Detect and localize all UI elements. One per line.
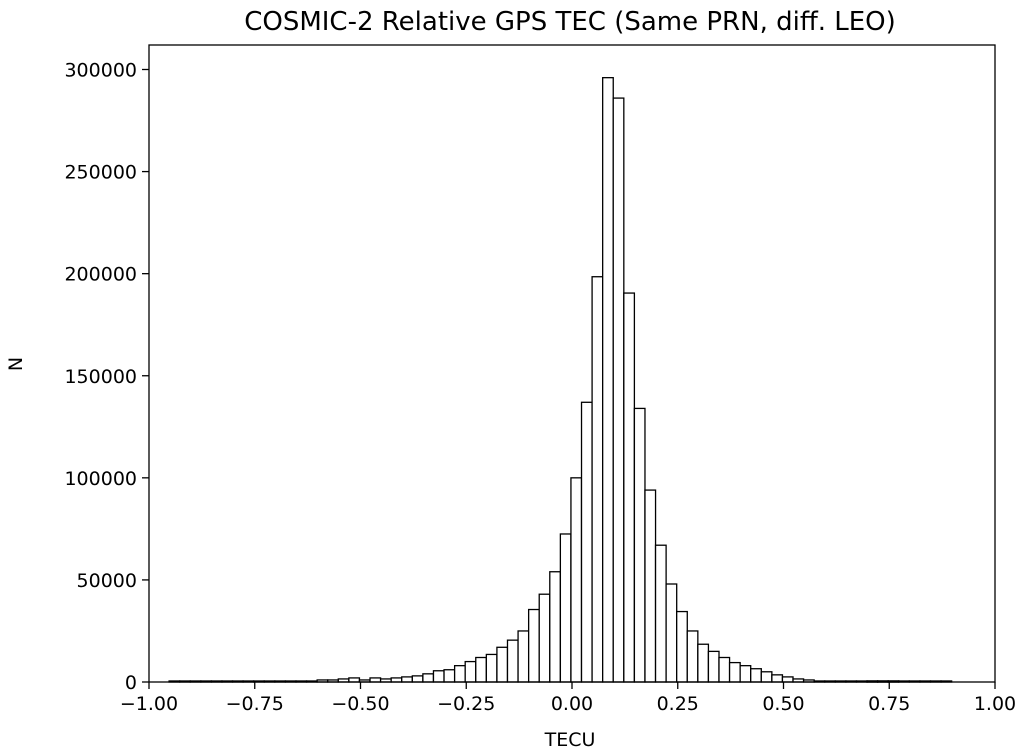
x-tick-label: 0.25 bbox=[657, 693, 699, 715]
histogram-bar bbox=[760, 671, 773, 683]
histogram-bar bbox=[718, 656, 731, 683]
x-tick-label: −0.25 bbox=[437, 693, 495, 715]
x-tick-label: −0.75 bbox=[226, 693, 284, 715]
histogram-bar bbox=[538, 593, 551, 683]
histogram-bar bbox=[496, 646, 509, 683]
histogram-bar bbox=[781, 676, 794, 683]
histogram-bar bbox=[728, 661, 741, 683]
histogram-bar bbox=[432, 670, 445, 683]
histogram-bar bbox=[633, 407, 646, 683]
y-tick-label: 250000 bbox=[64, 162, 137, 184]
x-tick-label: 0.75 bbox=[868, 693, 910, 715]
histogram-bar bbox=[517, 630, 530, 683]
chart-title: COSMIC-2 Relative GPS TEC (Same PRN, dif… bbox=[244, 7, 896, 37]
histogram-bar bbox=[612, 97, 625, 683]
histogram-bar bbox=[665, 583, 678, 683]
histogram-bar bbox=[580, 401, 593, 683]
y-tick-label: 50000 bbox=[77, 570, 137, 592]
histogram-bar bbox=[570, 477, 583, 683]
histogram-bar bbox=[559, 533, 572, 683]
histogram-bar bbox=[697, 643, 710, 683]
x-tick-label: −0.50 bbox=[331, 693, 389, 715]
histogram-bar bbox=[485, 653, 498, 683]
histogram-bar bbox=[506, 639, 519, 683]
histogram-bar bbox=[654, 544, 667, 683]
y-tick-label: 0 bbox=[125, 672, 137, 694]
histogram-bar bbox=[676, 610, 688, 683]
y-axis: 0 50000 100000 150000 200000 250000 300000 bbox=[64, 60, 149, 694]
histogram-bar bbox=[443, 669, 456, 683]
histogram-bar bbox=[527, 608, 540, 683]
y-tick-label: 150000 bbox=[64, 366, 137, 388]
histogram-bar bbox=[422, 673, 435, 683]
x-tick-label: −1.00 bbox=[120, 693, 178, 715]
histogram-bar bbox=[464, 660, 477, 683]
histogram-bar bbox=[475, 656, 487, 683]
x-tick-label: 0.50 bbox=[762, 693, 804, 715]
histogram-bar bbox=[602, 77, 614, 683]
histogram-bar bbox=[750, 668, 762, 683]
y-tick-label: 200000 bbox=[64, 264, 137, 286]
histogram-bar bbox=[739, 665, 752, 683]
y-axis-label: N bbox=[5, 357, 27, 371]
x-axis-label: TECU bbox=[544, 729, 596, 751]
x-tick-label: 1.00 bbox=[974, 693, 1016, 715]
histogram-bar bbox=[453, 665, 466, 683]
histogram-bar bbox=[707, 650, 720, 683]
histogram-bar bbox=[591, 276, 604, 683]
x-tick-label: 0.00 bbox=[551, 693, 593, 715]
histogram-bar bbox=[549, 571, 562, 683]
histogram-bar bbox=[401, 676, 413, 683]
histogram-bars bbox=[168, 77, 953, 683]
histogram-bar bbox=[411, 675, 424, 683]
histogram-bar bbox=[771, 674, 784, 683]
histogram-bar bbox=[644, 489, 657, 683]
y-tick-label: 100000 bbox=[64, 468, 137, 490]
y-tick-label: 300000 bbox=[64, 60, 137, 82]
histogram-bar bbox=[623, 292, 636, 683]
x-axis: −1.00 −0.75 −0.50 −0.25 0.00 0.25 0.50 0.75 1.00 bbox=[120, 682, 1016, 715]
histogram-bar bbox=[686, 630, 699, 683]
